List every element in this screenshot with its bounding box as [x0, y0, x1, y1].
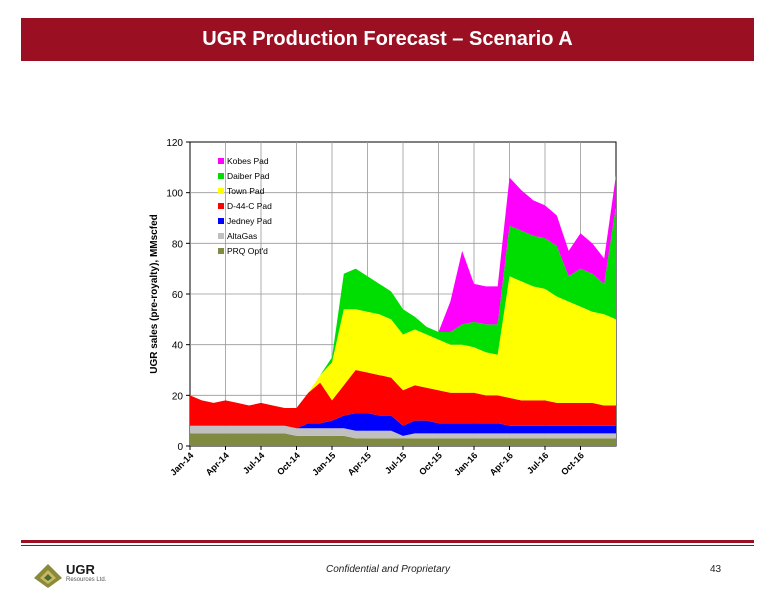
chart-svg: 0 20 40 60 80 100 120 Jan-14 Apr-14 Jul-14 Oct-14 J…	[149, 138, 617, 478]
x-tick-label: Apr-16	[488, 450, 515, 477]
x-tick-label: Jan-15	[310, 450, 337, 477]
y-tick-label: 60	[172, 290, 184, 301]
legend-label: Jedney Pad	[227, 216, 272, 226]
area-d-44-c-pad	[190, 370, 616, 429]
y-tick-label: 80	[172, 239, 184, 250]
x-tick-label: Apr-15	[346, 450, 373, 477]
x-tick-label: Jul-15	[383, 450, 408, 475]
x-tick-label: Oct-15	[417, 450, 444, 477]
y-tick-label: 40	[172, 341, 184, 352]
x-tick-label: Jul-14	[241, 450, 266, 475]
legend-swatch	[218, 158, 224, 164]
area-jedney-pad	[190, 413, 616, 436]
legend-label: Daiber Pad	[227, 171, 270, 181]
y-tick-label: 20	[172, 391, 184, 402]
x-tick-label: Jan-14	[168, 450, 195, 477]
x-tick-label: Oct-14	[275, 450, 302, 477]
slide-title-banner: UGR Production Forecast – Scenario A	[21, 18, 754, 61]
area-prq-opt-d	[190, 433, 616, 446]
y-axis-label: UGR sales (pre-royalty), MMscfed	[149, 214, 160, 374]
legend-label: D-44-C Pad	[227, 201, 272, 211]
logo-text: UGR	[66, 562, 95, 577]
area-altagas	[190, 425, 616, 439]
footer-rule-thick	[21, 540, 754, 543]
legend-label: AltaGas	[227, 231, 257, 241]
page-number: 43	[710, 564, 722, 575]
y-tick-label: 100	[166, 189, 183, 200]
legend-swatch	[218, 203, 224, 209]
x-tick-label: Jan-16	[452, 450, 479, 477]
y-tick-label: 0	[177, 442, 183, 453]
legend-label: Kobes Pad	[227, 156, 269, 166]
footer-rule-thin	[21, 545, 754, 546]
legend-swatch	[218, 218, 224, 224]
ugr-logo-icon	[34, 564, 62, 588]
legend-swatch	[218, 248, 224, 254]
legend-label: PRQ Opt'd	[227, 246, 268, 256]
area-daiber-pad	[190, 205, 616, 408]
confidential-label: Confidential and Proprietary	[326, 564, 450, 575]
production-forecast-chart: 0 20 40 60 80 100 120 Jan-14 Apr-14 Jul-14 Oct-14 J…	[140, 130, 640, 490]
legend-swatch	[218, 173, 224, 179]
slide-title: UGR Production Forecast – Scenario A	[202, 28, 573, 50]
area-town-pad	[190, 276, 616, 408]
y-tick-label: 120	[166, 138, 183, 149]
legend-label: Town Pad	[227, 186, 265, 196]
x-tick-label: Jul-16	[525, 450, 550, 475]
x-tick-label: Oct-16	[559, 450, 586, 477]
legend-swatch	[218, 233, 224, 239]
logo-subtext: Resources Ltd.	[66, 577, 107, 583]
x-tick-label: Apr-14	[204, 450, 231, 477]
legend-swatch	[218, 188, 224, 194]
